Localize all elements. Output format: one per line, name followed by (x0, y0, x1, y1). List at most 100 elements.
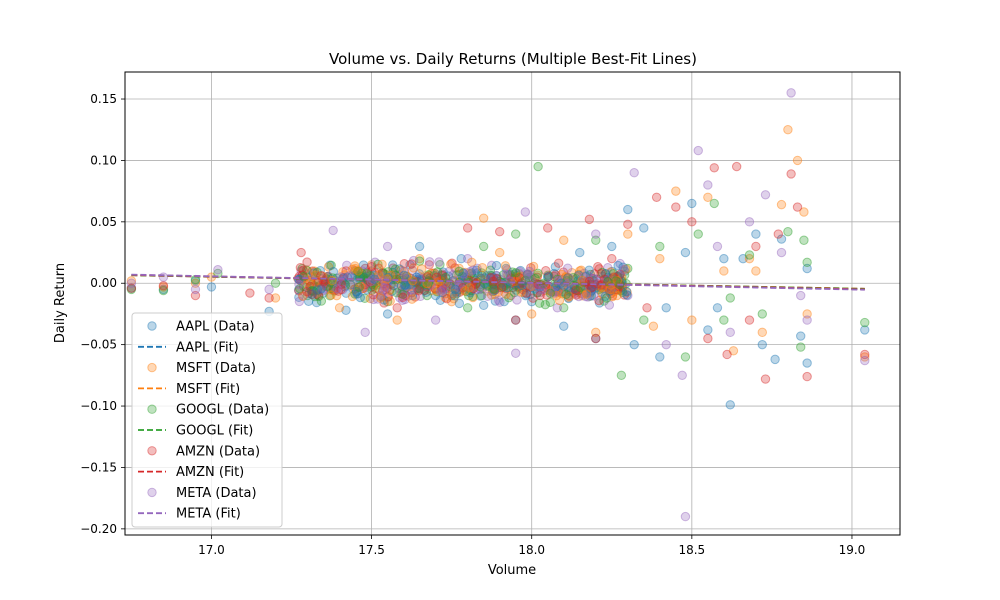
data-point (325, 291, 335, 301)
chart-title: Volume vs. Daily Returns (Multiple Best-… (329, 50, 697, 68)
data-point (465, 288, 475, 298)
data-point (608, 268, 619, 279)
data-point (545, 297, 556, 307)
data-point (612, 284, 622, 295)
data-point (523, 270, 533, 280)
data-point (609, 273, 619, 284)
data-point (744, 253, 755, 264)
data-point (486, 271, 497, 281)
data-point (496, 280, 507, 291)
data-point (563, 292, 574, 303)
data-point (366, 261, 377, 272)
data-point (579, 272, 589, 282)
data-point (446, 296, 457, 307)
data-point (338, 267, 348, 277)
data-point (316, 296, 327, 306)
data-point (392, 315, 402, 325)
data-point (349, 284, 359, 295)
data-point (609, 272, 619, 282)
data-point (559, 303, 569, 313)
data-point (339, 270, 350, 280)
data-point (478, 241, 489, 252)
data-point (613, 271, 623, 282)
data-point (362, 273, 372, 284)
data-point (457, 271, 468, 282)
data-point (591, 235, 601, 245)
data-point (796, 290, 806, 301)
data-point (466, 285, 476, 296)
data-point (422, 290, 432, 301)
data-point (294, 286, 304, 296)
data-point (591, 333, 601, 344)
data-point (535, 287, 546, 298)
data-point (426, 286, 436, 296)
data-point (540, 299, 551, 310)
data-point (245, 288, 255, 298)
data-point (485, 270, 496, 281)
data-point (440, 292, 450, 303)
data-point (438, 270, 448, 281)
data-point (407, 284, 417, 295)
data-point (580, 291, 591, 302)
data-point (388, 269, 399, 280)
data-point (776, 247, 787, 258)
data-point (126, 283, 137, 293)
data-point (430, 283, 440, 294)
data-point (488, 284, 498, 295)
data-point (403, 279, 413, 290)
data-point (411, 282, 421, 292)
data-point (507, 270, 517, 281)
data-point (368, 270, 379, 280)
data-point (574, 270, 584, 280)
data-point (422, 272, 432, 282)
data-point (417, 264, 427, 274)
data-point (414, 241, 425, 252)
data-point (395, 279, 405, 289)
data-point (545, 288, 556, 298)
data-point (751, 229, 761, 239)
data-point (440, 272, 451, 283)
data-point (410, 292, 420, 302)
data-point (588, 291, 599, 301)
data-point (544, 285, 555, 295)
data-point (323, 281, 333, 291)
data-point (586, 286, 597, 296)
data-point (506, 290, 516, 301)
data-point (521, 289, 532, 299)
data-point (368, 290, 378, 300)
data-point (532, 272, 542, 282)
data-point (369, 278, 379, 288)
data-point (347, 291, 358, 302)
data-point (533, 268, 543, 279)
data-point (533, 161, 543, 172)
data-point (478, 300, 489, 311)
data-point (190, 290, 201, 301)
data-point (466, 286, 477, 296)
data-point (577, 291, 587, 301)
legend-label: GOOGL (Fit) (176, 424, 253, 439)
data-point (388, 260, 398, 270)
data-point (454, 277, 465, 288)
data-point (264, 284, 274, 295)
data-point (476, 291, 487, 301)
data-point (622, 290, 632, 300)
data-point (158, 285, 169, 296)
data-point (394, 270, 404, 280)
data-point (325, 260, 335, 270)
data-point (304, 288, 314, 298)
data-point (367, 285, 377, 295)
y-tick-label: 0.10 (90, 153, 117, 167)
data-point (213, 265, 223, 275)
data-point (511, 315, 521, 325)
data-point (575, 282, 586, 293)
data-point (563, 263, 573, 273)
data-point (516, 287, 526, 297)
data-point (760, 374, 771, 384)
data-point (541, 265, 551, 276)
data-point (309, 267, 320, 278)
data-point (802, 315, 812, 325)
data-point (408, 255, 419, 266)
data-point (346, 280, 356, 290)
x-axis-label: Volume (488, 563, 536, 578)
data-point (511, 315, 521, 325)
